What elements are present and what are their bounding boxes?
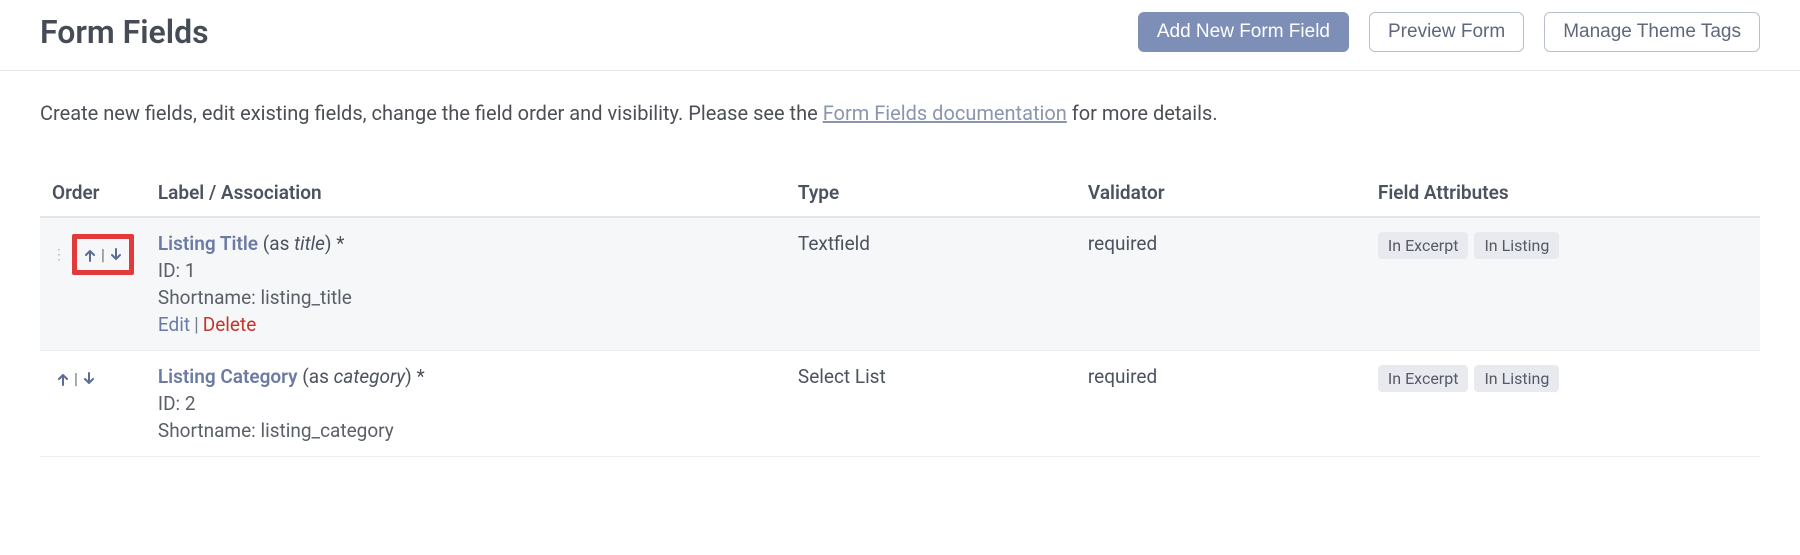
header-buttons: Add New Form Field Preview Form Manage T… (1138, 12, 1760, 52)
intro-text: Create new fields, edit existing fields,… (0, 71, 1800, 165)
type-cell: Select List (786, 351, 1076, 457)
intro-pre: Create new fields, edit existing fields,… (40, 101, 823, 125)
validator-cell: required (1076, 351, 1366, 457)
arrow-separator: | (74, 369, 78, 388)
order-cell: ⋮⋮ | (40, 217, 146, 351)
move-up-icon[interactable] (56, 372, 70, 386)
move-down-icon[interactable] (82, 372, 96, 386)
field-id-line: ID: 2 (158, 392, 774, 415)
type-cell: Textfield (786, 217, 1076, 351)
row-actions: Edit|Delete (158, 313, 774, 336)
attributes-cell: In ExcerptIn Listing (1366, 351, 1760, 457)
field-title-link[interactable]: Listing Title (158, 232, 258, 255)
form-fields-documentation-link[interactable]: Form Fields documentation (823, 101, 1067, 125)
col-label: Label / Association (146, 165, 786, 217)
attribute-badge: In Listing (1474, 232, 1559, 259)
order-cell: | (40, 351, 146, 457)
move-down-icon[interactable] (109, 248, 123, 262)
as-suffix: ) * (325, 232, 345, 255)
label-cell: Listing Title (as title) * ID: 1 Shortname… (146, 217, 786, 351)
field-id-line: ID: 1 (158, 259, 774, 282)
action-separator: | (194, 313, 199, 336)
col-attributes: Field Attributes (1366, 165, 1760, 217)
reorder-arrows: | (72, 234, 134, 275)
drag-handle-icon[interactable]: ⋮⋮ (52, 248, 66, 262)
association-name: category (334, 365, 405, 388)
col-order: Order (40, 165, 146, 217)
move-up-icon[interactable] (83, 248, 97, 262)
field-shortname-line: Shortname: listing_title (158, 286, 774, 309)
as-prefix: (as (258, 232, 294, 255)
edit-link[interactable]: Edit (158, 313, 190, 336)
page-header: Form Fields Add New Form Field Preview F… (0, 0, 1800, 71)
intro-post: for more details. (1067, 101, 1218, 125)
delete-link[interactable]: Delete (203, 313, 257, 336)
table-row: | Listing Category (as category) * ID: 2 Sh… (40, 351, 1760, 457)
association-name: title (294, 232, 325, 255)
attribute-badge: In Excerpt (1378, 365, 1469, 392)
add-new-form-field-button[interactable]: Add New Form Field (1138, 12, 1349, 52)
validator-cell: required (1076, 217, 1366, 351)
attribute-badge: In Listing (1474, 365, 1559, 392)
table-header-row: Order Label / Association Type Validator… (40, 165, 1760, 217)
as-suffix: ) * (405, 365, 425, 388)
table-row: ⋮⋮ | Listing Title (as title) * ID: 1 Shortn… (40, 217, 1760, 351)
label-cell: Listing Category (as category) * ID: 2 Sho… (146, 351, 786, 457)
attributes-cell: In ExcerptIn Listing (1366, 217, 1760, 351)
preview-form-button[interactable]: Preview Form (1369, 12, 1524, 52)
fields-table: Order Label / Association Type Validator… (40, 165, 1760, 457)
reorder-arrows: | (52, 367, 100, 390)
page-title: Form Fields (40, 13, 209, 51)
col-type: Type (786, 165, 1076, 217)
as-prefix: (as (298, 365, 334, 388)
field-title-link[interactable]: Listing Category (158, 365, 298, 388)
field-shortname-line: Shortname: listing_category (158, 419, 774, 442)
col-validator: Validator (1076, 165, 1366, 217)
manage-theme-tags-button[interactable]: Manage Theme Tags (1544, 12, 1760, 52)
fields-table-wrap: Order Label / Association Type Validator… (0, 165, 1800, 457)
arrow-separator: | (101, 245, 105, 264)
attribute-badge: In Excerpt (1378, 232, 1469, 259)
